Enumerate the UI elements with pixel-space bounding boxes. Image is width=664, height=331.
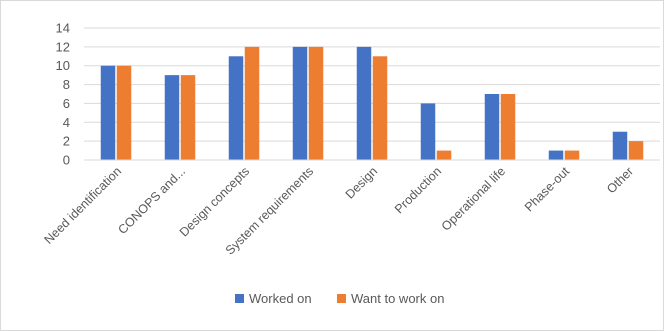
y-tick-label: 14	[56, 21, 70, 36]
bar-want-to-work-on	[244, 46, 260, 160]
y-tick-label: 2	[63, 134, 70, 149]
legend-label: Want to work on	[351, 291, 444, 306]
category-label: Design concepts	[177, 164, 252, 239]
bar-worked-on	[356, 46, 372, 160]
legend-swatch	[235, 294, 244, 303]
bar-worked-on	[548, 150, 564, 160]
bar-worked-on	[292, 46, 308, 160]
y-tick-label: 10	[56, 58, 70, 73]
bar-worked-on	[100, 65, 116, 160]
category-label: Need identification	[41, 164, 124, 247]
y-tick-label: 0	[63, 153, 70, 168]
bar-want-to-work-on	[628, 141, 644, 160]
y-tick-label: 4	[63, 115, 70, 130]
bar-worked-on	[420, 103, 436, 160]
bar-want-to-work-on	[436, 150, 452, 160]
y-tick-label: 12	[56, 39, 70, 54]
category-label: Design	[343, 164, 380, 201]
bar-want-to-work-on	[180, 75, 196, 160]
bar-want-to-work-on	[500, 94, 516, 160]
bars	[100, 46, 644, 160]
category-label: Operational life	[439, 164, 508, 233]
bar-want-to-work-on	[372, 56, 388, 160]
bar-want-to-work-on	[116, 65, 132, 160]
category-label: Phase-out	[522, 164, 573, 215]
gridlines	[84, 27, 660, 142]
bar-worked-on	[484, 94, 500, 160]
category-label: Production	[392, 164, 444, 216]
bar-want-to-work-on	[564, 150, 580, 160]
bar-worked-on	[164, 75, 180, 160]
y-tick-label: 8	[63, 77, 70, 92]
bar-worked-on	[228, 56, 244, 160]
legend-swatch	[337, 294, 346, 303]
legend: Worked on Want to work on	[235, 291, 444, 306]
y-axis-tick-labels: 0 2 4 6 8 10 12 14	[56, 21, 70, 168]
category-label: CONOPS and...	[115, 164, 188, 237]
y-tick-label: 6	[63, 96, 70, 111]
legend-label: Worked on	[249, 291, 312, 306]
category-label: Other	[604, 164, 636, 196]
bar-worked-on	[612, 131, 628, 160]
bar-want-to-work-on	[308, 46, 324, 160]
